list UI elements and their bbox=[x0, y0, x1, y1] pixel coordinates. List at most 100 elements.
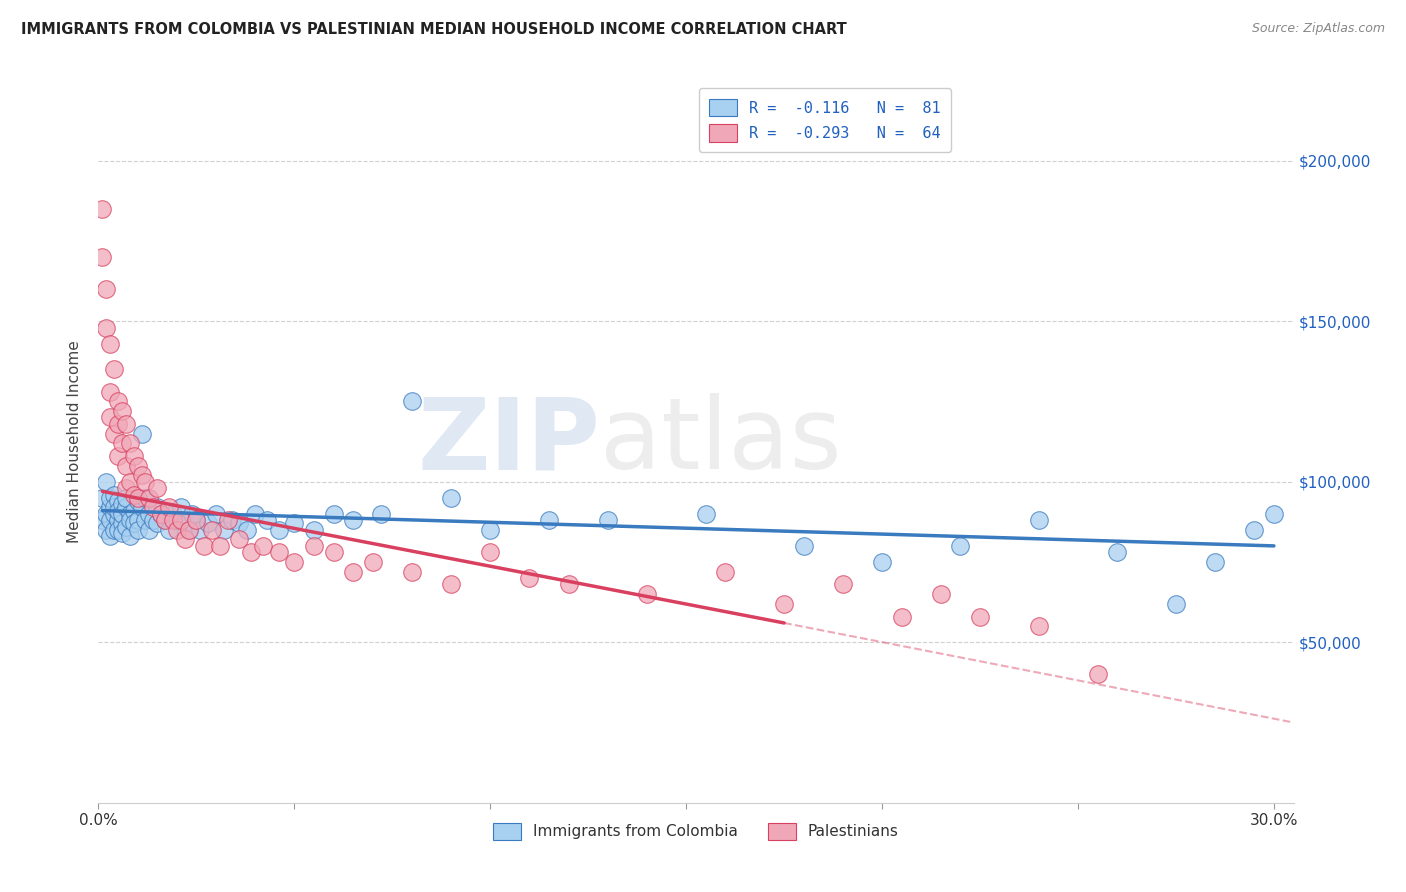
Point bbox=[127, 494, 149, 508]
Point bbox=[173, 516, 195, 531]
Point bbox=[107, 449, 129, 463]
Point bbox=[122, 449, 145, 463]
Point bbox=[98, 384, 121, 399]
Point bbox=[302, 523, 325, 537]
Point bbox=[1028, 513, 1050, 527]
Point bbox=[103, 426, 125, 441]
Point bbox=[115, 458, 138, 473]
Point bbox=[1164, 597, 1187, 611]
Point bbox=[596, 513, 619, 527]
Point bbox=[1087, 667, 1109, 681]
Point bbox=[118, 475, 141, 489]
Point bbox=[153, 513, 176, 527]
Point bbox=[186, 513, 208, 527]
Point bbox=[103, 507, 125, 521]
Point bbox=[401, 565, 423, 579]
Point bbox=[96, 320, 118, 334]
Point bbox=[177, 523, 200, 537]
Point bbox=[208, 539, 231, 553]
Point bbox=[479, 545, 502, 559]
Point bbox=[170, 500, 193, 515]
Point bbox=[103, 487, 125, 501]
Point bbox=[96, 282, 118, 296]
Point bbox=[205, 507, 228, 521]
Point bbox=[173, 533, 195, 547]
Point bbox=[150, 507, 173, 521]
Point bbox=[636, 587, 658, 601]
Point bbox=[890, 609, 912, 624]
Point bbox=[96, 475, 118, 489]
Point bbox=[107, 503, 129, 517]
Point bbox=[122, 516, 145, 531]
Point bbox=[342, 513, 364, 527]
Point bbox=[127, 523, 149, 537]
Point bbox=[370, 507, 392, 521]
Point bbox=[186, 513, 208, 527]
Point bbox=[115, 417, 138, 431]
Point bbox=[118, 529, 141, 543]
Point bbox=[150, 507, 173, 521]
Point bbox=[115, 481, 138, 495]
Point bbox=[193, 539, 215, 553]
Point bbox=[929, 587, 952, 601]
Point bbox=[138, 491, 160, 505]
Point bbox=[127, 458, 149, 473]
Point bbox=[217, 513, 239, 527]
Point bbox=[115, 500, 138, 515]
Point bbox=[267, 523, 290, 537]
Point bbox=[773, 597, 796, 611]
Point bbox=[111, 497, 134, 511]
Point bbox=[103, 500, 125, 515]
Text: IMMIGRANTS FROM COLOMBIA VS PALESTINIAN MEDIAN HOUSEHOLD INCOME CORRELATION CHAR: IMMIGRANTS FROM COLOMBIA VS PALESTINIAN … bbox=[21, 22, 846, 37]
Point bbox=[695, 507, 717, 521]
Point bbox=[1204, 555, 1226, 569]
Point bbox=[142, 513, 165, 527]
Point bbox=[1243, 523, 1265, 537]
Point bbox=[142, 500, 165, 515]
Point bbox=[322, 507, 344, 521]
Point bbox=[197, 516, 219, 531]
Point bbox=[1263, 507, 1285, 521]
Point bbox=[537, 513, 560, 527]
Point bbox=[256, 513, 278, 527]
Point bbox=[98, 491, 121, 505]
Point bbox=[134, 513, 156, 527]
Point bbox=[122, 503, 145, 517]
Point bbox=[322, 545, 344, 559]
Point bbox=[98, 529, 121, 543]
Point bbox=[157, 523, 180, 537]
Point bbox=[131, 500, 153, 515]
Point bbox=[870, 555, 893, 569]
Point bbox=[283, 516, 305, 531]
Point bbox=[157, 500, 180, 515]
Point bbox=[243, 507, 266, 521]
Point bbox=[107, 523, 129, 537]
Point bbox=[1028, 619, 1050, 633]
Point bbox=[118, 513, 141, 527]
Point bbox=[181, 507, 204, 521]
Point bbox=[221, 513, 243, 527]
Point bbox=[98, 336, 121, 351]
Point bbox=[146, 500, 169, 515]
Point bbox=[240, 545, 263, 559]
Point bbox=[115, 491, 138, 505]
Point bbox=[162, 507, 184, 521]
Point bbox=[440, 577, 463, 591]
Point bbox=[146, 516, 169, 531]
Point bbox=[91, 513, 114, 527]
Point bbox=[252, 539, 274, 553]
Point bbox=[134, 475, 156, 489]
Point bbox=[793, 539, 815, 553]
Point bbox=[131, 468, 153, 483]
Point bbox=[98, 410, 121, 425]
Point bbox=[188, 523, 211, 537]
Point bbox=[401, 394, 423, 409]
Point bbox=[107, 394, 129, 409]
Point bbox=[131, 426, 153, 441]
Point bbox=[212, 523, 235, 537]
Point bbox=[166, 513, 188, 527]
Point bbox=[111, 507, 134, 521]
Point bbox=[111, 516, 134, 531]
Point bbox=[153, 513, 176, 527]
Point bbox=[283, 555, 305, 569]
